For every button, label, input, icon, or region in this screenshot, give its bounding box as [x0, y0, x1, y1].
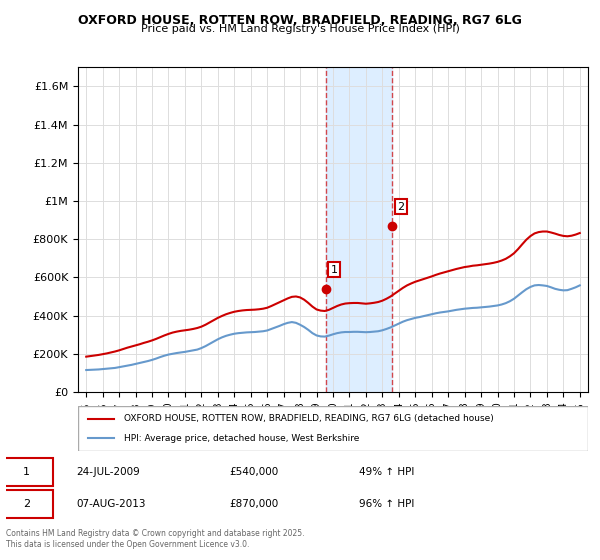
FancyBboxPatch shape [78, 406, 588, 451]
Text: £540,000: £540,000 [229, 467, 278, 477]
FancyBboxPatch shape [0, 458, 53, 486]
Text: 1: 1 [331, 264, 338, 274]
Text: Price paid vs. HM Land Registry's House Price Index (HPI): Price paid vs. HM Land Registry's House … [140, 24, 460, 34]
Text: £870,000: £870,000 [229, 499, 278, 509]
Text: HPI: Average price, detached house, West Berkshire: HPI: Average price, detached house, West… [124, 434, 359, 443]
Bar [326, 67, 392, 392]
Text: OXFORD HOUSE, ROTTEN ROW, BRADFIELD, READING, RG7 6LG (detached house): OXFORD HOUSE, ROTTEN ROW, BRADFIELD, REA… [124, 414, 494, 423]
FancyBboxPatch shape [0, 490, 53, 518]
Text: Contains HM Land Registry data © Crown copyright and database right 2025.
This d: Contains HM Land Registry data © Crown c… [6, 529, 305, 549]
Text: 2: 2 [397, 202, 404, 212]
Text: 1: 1 [23, 467, 30, 477]
Text: 49% ↑ HPI: 49% ↑ HPI [359, 467, 414, 477]
Text: 2: 2 [23, 499, 30, 509]
Text: 96% ↑ HPI: 96% ↑ HPI [359, 499, 414, 509]
Text: 24-JUL-2009: 24-JUL-2009 [77, 467, 140, 477]
Text: 07-AUG-2013: 07-AUG-2013 [77, 499, 146, 509]
Text: OXFORD HOUSE, ROTTEN ROW, BRADFIELD, READING, RG7 6LG: OXFORD HOUSE, ROTTEN ROW, BRADFIELD, REA… [78, 14, 522, 27]
